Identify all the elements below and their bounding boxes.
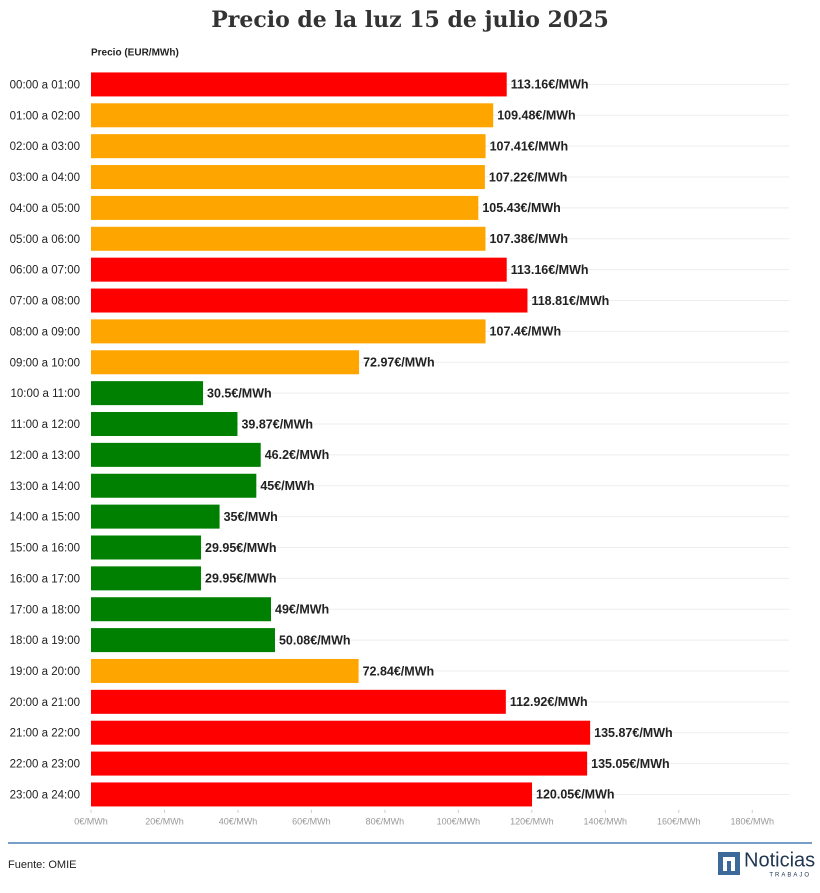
data-label: 135.87€/MWh [594, 726, 673, 740]
x-tick-label: 20€/MWh [145, 816, 184, 826]
logo-subtitle: TRABAJO [769, 873, 811, 879]
y-tick-label: 23:00 a 24:00 [10, 789, 80, 801]
bar [91, 535, 202, 560]
axis-label: Precio (EUR/MWh) [91, 48, 179, 59]
y-tick-label: 10:00 a 11:00 [11, 388, 81, 400]
x-tick-label: 80€/MWh [366, 816, 405, 826]
data-label: 30.5€/MWh [207, 386, 272, 400]
y-tick-label: 04:00 a 05:00 [10, 203, 80, 215]
data-label: 49€/MWh [275, 603, 329, 617]
bar [91, 195, 479, 220]
bar [91, 165, 485, 190]
bar [91, 412, 238, 437]
y-tick-label: 01:00 a 02:00 [10, 110, 80, 122]
data-label: 29.95€/MWh [205, 541, 277, 555]
logo-name: Noticias [744, 849, 815, 871]
x-tick-label: 60€/MWh [292, 816, 331, 826]
bar [91, 442, 261, 467]
y-tick-label: 07:00 a 08:00 [10, 296, 80, 308]
y-tick-label: 05:00 a 06:00 [10, 234, 80, 246]
bar [91, 350, 360, 375]
bar [91, 319, 486, 344]
bar [91, 782, 533, 807]
bar [91, 751, 588, 776]
y-tick-label: 18:00 a 19:00 [10, 635, 80, 647]
data-label: 29.95€/MWh [205, 572, 277, 586]
data-label: 120.05€/MWh [536, 788, 615, 802]
data-label: 112.92€/MWh [510, 695, 588, 709]
data-label: 107.22€/MWh [489, 170, 568, 184]
bar [91, 628, 275, 653]
bar [91, 381, 204, 406]
data-label: 118.81€/MWh [531, 294, 609, 308]
data-label: 72.97€/MWh [363, 356, 435, 370]
data-label: 113.16€/MWh [511, 78, 589, 92]
x-tick-label: 180€/MWh [730, 816, 774, 826]
x-tick-label: 140€/MWh [584, 816, 628, 826]
y-tick-label: 03:00 a 04:00 [10, 172, 80, 184]
bar [91, 597, 272, 622]
bar [91, 566, 202, 591]
data-label: 107.41€/MWh [490, 139, 569, 153]
data-label: 45€/MWh [260, 479, 314, 493]
y-tick-label: 00:00 a 01:00 [10, 79, 80, 91]
data-label: 109.48€/MWh [497, 109, 576, 123]
y-tick-label: 02:00 a 03:00 [10, 141, 80, 153]
y-tick-label: 17:00 a 18:00 [10, 604, 80, 616]
data-label: 107.4€/MWh [490, 325, 562, 339]
y-tick-label: 08:00 a 09:00 [10, 326, 80, 338]
y-tick-label: 13:00 a 14:00 [10, 481, 80, 493]
logo-glyph [723, 857, 735, 871]
bar [91, 689, 506, 714]
y-tick-label: 22:00 a 23:00 [10, 759, 80, 771]
bar [91, 473, 257, 498]
logo-icon [718, 852, 740, 875]
data-label: 107.38€/MWh [489, 232, 568, 246]
source: Fuente: OMIE [8, 859, 76, 871]
x-tick-label: 40€/MWh [219, 816, 258, 826]
y-tick-label: 14:00 a 15:00 [10, 512, 80, 524]
y-tick-label: 15:00 a 16:00 [10, 543, 80, 555]
bar [91, 257, 507, 282]
bar [91, 288, 528, 313]
y-tick-label: 06:00 a 07:00 [10, 265, 80, 277]
data-label: 39.87€/MWh [241, 417, 313, 431]
y-tick-label: 11:00 a 12:00 [11, 419, 81, 431]
y-tick-label: 12:00 a 13:00 [10, 450, 80, 462]
bar [91, 103, 494, 128]
data-label: 50.08€/MWh [279, 633, 351, 647]
y-tick-label: 20:00 a 21:00 [10, 697, 80, 709]
data-label: 72.84€/MWh [363, 664, 435, 678]
data-label: 46.2€/MWh [265, 448, 330, 462]
bar [91, 658, 359, 683]
data-label: 113.16€/MWh [511, 263, 589, 277]
x-tick-label: 120€/MWh [510, 816, 554, 826]
x-tick-label: 100€/MWh [437, 816, 481, 826]
bar [91, 134, 486, 159]
x-tick-label: 160€/MWh [657, 816, 701, 826]
data-label: 105.43€/MWh [482, 201, 561, 215]
bar [91, 226, 486, 251]
y-tick-label: 09:00 a 10:00 [10, 357, 80, 369]
chart-title: Precio de la luz 15 de julio 2025 [211, 7, 609, 33]
bar [91, 72, 507, 97]
data-label: 35€/MWh [224, 510, 278, 524]
bar [91, 504, 220, 529]
data-label: 135.05€/MWh [591, 757, 670, 771]
y-tick-label: 16:00 a 17:00 [10, 573, 80, 585]
y-tick-label: 19:00 a 20:00 [10, 666, 80, 678]
y-tick-label: 21:00 a 22:00 [10, 728, 80, 740]
bar [91, 720, 591, 745]
x-tick-label: 0€/MWh [74, 816, 108, 826]
